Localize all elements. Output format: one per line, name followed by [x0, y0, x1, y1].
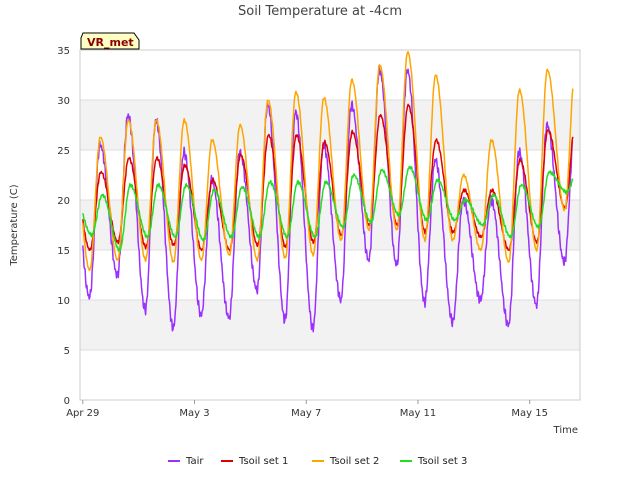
- legend-label: Tsoil set 1: [238, 456, 288, 467]
- x-tick-label: May 7: [291, 408, 321, 419]
- badge-label: VR_met: [87, 36, 134, 49]
- grid-band: [80, 350, 580, 400]
- y-tick-labels: 0 5 10 15 20 25 30 35: [57, 46, 70, 407]
- y-tick-label: 0: [64, 396, 70, 407]
- legend: Tair Tsoil set 1 Tsoil set 2 Tsoil set 3: [168, 456, 467, 467]
- series-line-tsoil-set-3: [82, 165, 574, 252]
- plot-background-bands: [80, 50, 580, 400]
- legend-label: Tair: [185, 456, 204, 467]
- x-tick-labels: Apr 29 May 3 May 7 May 11 May 15: [66, 400, 548, 419]
- y-tick-label: 35: [57, 46, 70, 57]
- y-axis-title: Temperature (C): [9, 184, 20, 266]
- chart-title: Soil Temperature at -4cm: [238, 4, 402, 19]
- grid-band: [80, 250, 580, 300]
- y-tick-label: 15: [57, 246, 70, 257]
- legend-label: Tsoil set 2: [329, 456, 379, 467]
- x-tick-label: Apr 29: [66, 408, 99, 419]
- grid-band: [80, 50, 580, 100]
- y-tick-label: 25: [57, 146, 70, 157]
- y-tick-label: 30: [57, 96, 70, 107]
- series-lines: [82, 51, 574, 333]
- y-tick-label: 10: [57, 296, 70, 307]
- y-tick-label: 5: [64, 346, 70, 357]
- y-tick-label: 20: [57, 196, 70, 207]
- x-axis-title: Time: [553, 425, 578, 436]
- grid-band: [80, 300, 580, 350]
- legend-label: Tsoil set 3: [417, 456, 467, 467]
- x-tick-label: May 3: [179, 408, 209, 419]
- series-line-tsoil-set-2: [82, 51, 574, 271]
- plot-frame: [79, 49, 581, 401]
- x-tick-label: May 11: [400, 408, 437, 419]
- vr-met-badge: VR_met: [80, 32, 140, 50]
- x-tick-label: May 15: [511, 408, 548, 419]
